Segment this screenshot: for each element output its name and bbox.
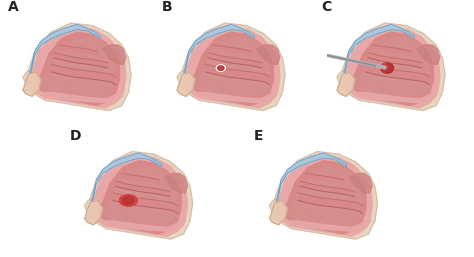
Polygon shape xyxy=(373,45,411,55)
Polygon shape xyxy=(276,153,346,202)
Polygon shape xyxy=(190,32,273,105)
Polygon shape xyxy=(368,58,422,71)
Polygon shape xyxy=(54,53,108,68)
Polygon shape xyxy=(36,93,122,103)
Polygon shape xyxy=(113,200,177,217)
Polygon shape xyxy=(54,58,108,71)
Polygon shape xyxy=(289,166,362,231)
Ellipse shape xyxy=(218,66,224,70)
Polygon shape xyxy=(182,27,280,108)
Polygon shape xyxy=(298,200,362,217)
Polygon shape xyxy=(23,72,41,96)
Polygon shape xyxy=(183,24,254,73)
Polygon shape xyxy=(350,32,433,105)
Polygon shape xyxy=(51,64,116,85)
Polygon shape xyxy=(368,53,422,68)
Polygon shape xyxy=(298,193,362,213)
Polygon shape xyxy=(349,173,373,193)
Polygon shape xyxy=(42,37,116,103)
Polygon shape xyxy=(365,72,429,89)
Text: E: E xyxy=(254,128,264,142)
Polygon shape xyxy=(29,24,100,73)
Polygon shape xyxy=(177,23,285,111)
Polygon shape xyxy=(270,152,377,239)
Polygon shape xyxy=(36,32,119,105)
Polygon shape xyxy=(365,64,429,85)
Polygon shape xyxy=(28,27,126,108)
Polygon shape xyxy=(208,58,262,71)
Polygon shape xyxy=(113,193,177,213)
Text: A: A xyxy=(8,0,18,14)
Polygon shape xyxy=(274,155,373,236)
Polygon shape xyxy=(205,72,270,89)
Polygon shape xyxy=(306,173,344,184)
Polygon shape xyxy=(417,45,440,64)
Polygon shape xyxy=(350,93,436,103)
Polygon shape xyxy=(91,153,162,202)
Polygon shape xyxy=(270,200,288,225)
Polygon shape xyxy=(196,37,270,103)
Polygon shape xyxy=(116,181,170,197)
Ellipse shape xyxy=(123,197,134,204)
Polygon shape xyxy=(208,53,262,68)
Polygon shape xyxy=(190,93,276,103)
Polygon shape xyxy=(98,221,183,231)
Polygon shape xyxy=(257,45,280,64)
Polygon shape xyxy=(85,200,103,225)
Polygon shape xyxy=(116,186,170,200)
Polygon shape xyxy=(103,45,126,64)
Polygon shape xyxy=(23,23,131,111)
Ellipse shape xyxy=(381,63,393,73)
Text: D: D xyxy=(69,128,81,142)
Polygon shape xyxy=(344,24,414,73)
Ellipse shape xyxy=(381,63,389,70)
Polygon shape xyxy=(342,27,440,108)
Polygon shape xyxy=(283,221,368,231)
Polygon shape xyxy=(121,173,159,184)
Polygon shape xyxy=(301,181,355,197)
Ellipse shape xyxy=(119,195,137,206)
Polygon shape xyxy=(337,23,445,111)
Polygon shape xyxy=(213,45,252,55)
Polygon shape xyxy=(283,161,366,234)
Polygon shape xyxy=(98,161,181,234)
Polygon shape xyxy=(205,64,270,85)
Polygon shape xyxy=(90,155,188,236)
Polygon shape xyxy=(59,45,98,55)
Text: C: C xyxy=(322,0,332,14)
Polygon shape xyxy=(51,72,116,89)
Polygon shape xyxy=(164,173,188,193)
Polygon shape xyxy=(85,152,192,239)
Polygon shape xyxy=(177,72,195,96)
Text: B: B xyxy=(162,0,173,14)
Polygon shape xyxy=(356,37,429,103)
Polygon shape xyxy=(301,186,355,200)
Polygon shape xyxy=(104,166,177,231)
Ellipse shape xyxy=(216,65,225,71)
Polygon shape xyxy=(337,72,355,96)
